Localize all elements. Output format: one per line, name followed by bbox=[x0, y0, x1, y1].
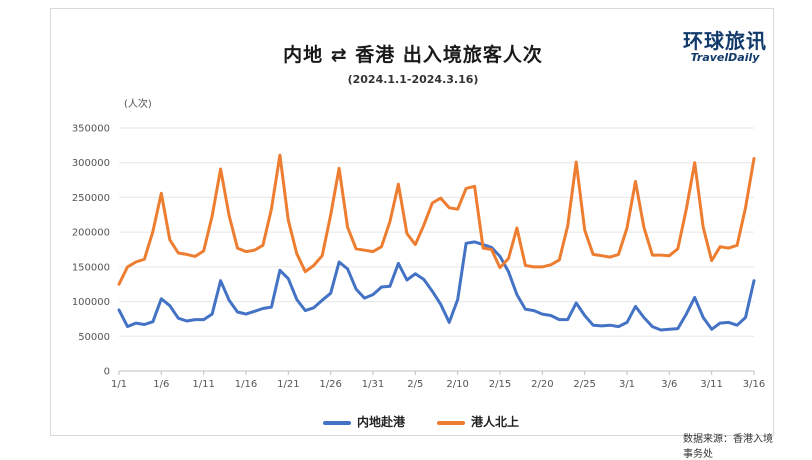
x-tick-label: 1/26 bbox=[319, 379, 341, 390]
x-tick-label: 2/15 bbox=[489, 379, 511, 390]
y-tick-label: 350000 bbox=[72, 124, 110, 135]
grid-lines bbox=[119, 127, 754, 372]
y-tick-label: 100000 bbox=[72, 297, 110, 308]
x-tick-label: 1/31 bbox=[362, 379, 384, 390]
y-tick-label: 250000 bbox=[72, 193, 110, 204]
data-source: 数据来源：香港入境事务处 bbox=[683, 434, 773, 460]
x-tick-label: 1/21 bbox=[277, 379, 299, 390]
x-tick-label: 2/25 bbox=[573, 379, 595, 390]
x-tick-label: 1/11 bbox=[192, 379, 214, 390]
legend-item-hongkong: 港人北上 bbox=[437, 413, 519, 430]
line-chart: 0 50000 100000 150000 200000 250000 300000 3500… bbox=[72, 124, 765, 391]
x-tick-label: 3/11 bbox=[700, 379, 722, 390]
y-axis-ticks: 0 50000 100000 150000 200000 250000 300000 3500… bbox=[72, 124, 110, 378]
chart-title: 内地 ⇄ 香港 出入境旅客人次 bbox=[283, 44, 543, 66]
x-tick-label: 2/20 bbox=[531, 379, 553, 390]
x-tick-label: 1/6 bbox=[153, 379, 169, 390]
legend-swatch-blue bbox=[323, 420, 351, 425]
chart-card: 内地 ⇄ 香港 出入境旅客人次 (2024.1.1-2024.3.16) 环球旅… bbox=[50, 8, 774, 460]
x-tick-label: 2/5 bbox=[407, 379, 423, 390]
legend-item-mainland: 内地赴港 bbox=[323, 413, 405, 430]
series-lines bbox=[117, 153, 756, 332]
series-line-hk-to-mainland bbox=[117, 153, 756, 286]
legend-label: 港人北上 bbox=[471, 415, 520, 429]
y-axis-unit: (人次) bbox=[124, 99, 152, 110]
logo-english: TravelDaily bbox=[690, 51, 760, 64]
legend-swatch-orange bbox=[437, 420, 465, 425]
y-tick-label: 200000 bbox=[72, 228, 110, 239]
x-tick-label: 3/6 bbox=[661, 379, 677, 390]
x-tick-label: 1/16 bbox=[235, 379, 257, 390]
series-line-mainland-to-hk bbox=[117, 240, 756, 332]
y-tick-label: 150000 bbox=[72, 262, 110, 273]
x-tick-label: 3/1 bbox=[619, 379, 635, 390]
x-tick-label: 2/10 bbox=[446, 379, 468, 390]
logo-chinese: 环球旅讯 bbox=[683, 29, 767, 53]
y-tick-label: 0 bbox=[104, 367, 110, 378]
x-tick-label: 1/1 bbox=[111, 379, 127, 390]
x-tick-label: 3/16 bbox=[743, 379, 765, 390]
legend-label: 内地赴港 bbox=[357, 415, 406, 429]
y-tick-label: 300000 bbox=[72, 158, 110, 169]
chart-subtitle: (2024.1.1-2024.3.16) bbox=[347, 73, 479, 86]
y-tick-label: 50000 bbox=[78, 332, 110, 343]
x-axis-ticks: 1/1 1/6 1/11 1/16 1/21 1/26 1/31 2/5 2/10 2/15 2/2… bbox=[111, 371, 765, 390]
traveldaily-logo: 环球旅讯 TravelDaily bbox=[679, 30, 771, 64]
